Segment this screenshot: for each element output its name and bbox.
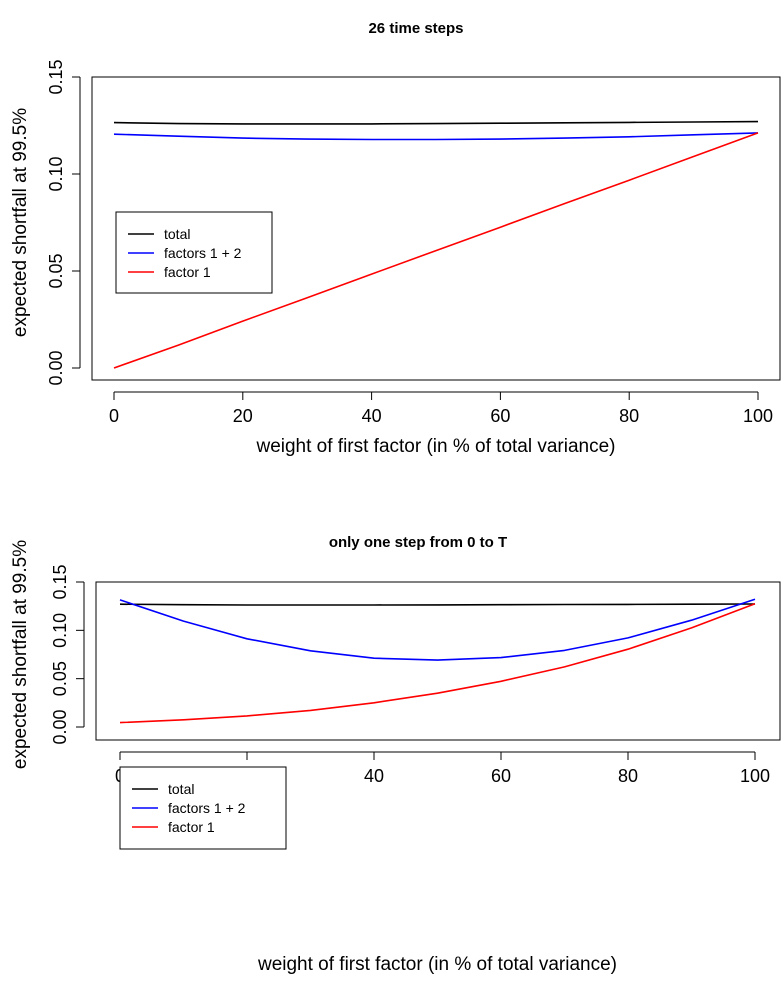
series-line-1 bbox=[119, 603, 756, 606]
series-line-2 bbox=[119, 598, 756, 661]
legend: total factors 1 + 2 factor 1 bbox=[115, 211, 273, 294]
x-tick-label: 100 bbox=[740, 766, 770, 786]
legend-label: factor 1 bbox=[168, 819, 215, 835]
x-axis-label: weight of first factor (in % of total va… bbox=[255, 436, 615, 457]
plot-frame bbox=[95, 581, 781, 741]
x-tick-label: 80 bbox=[618, 766, 638, 786]
x-tick-label: 60 bbox=[490, 406, 510, 426]
y-axis-label: expected shortfall at 99.5% bbox=[10, 540, 31, 769]
x-tick-label: 80 bbox=[619, 406, 639, 426]
y-tick-label: 0.10 bbox=[46, 156, 66, 191]
y-tick-label: 0.05 bbox=[46, 253, 66, 288]
plot-frame bbox=[91, 76, 781, 381]
chart-panel-1: 26 time steps 0 20 40 60 80 100 weight of first… bbox=[10, 20, 781, 457]
x-tick-label: 20 bbox=[233, 406, 253, 426]
series-line-2 bbox=[113, 132, 759, 141]
y-tick-label: 0.00 bbox=[46, 350, 66, 385]
y-tick-label: 0.15 bbox=[46, 59, 66, 94]
series-line-3 bbox=[113, 132, 759, 369]
legend-label: total bbox=[164, 226, 190, 242]
chart-title: only one step from 0 to T bbox=[329, 534, 507, 551]
legend: total factors 1 + 2 factor 1 bbox=[119, 766, 287, 850]
x-tick-label: 60 bbox=[491, 766, 511, 786]
y-tick-label: 0.00 bbox=[50, 709, 70, 744]
x-tick-label: 0 bbox=[109, 406, 119, 426]
legend-label: factor 1 bbox=[164, 264, 211, 280]
chart-title: 26 time steps bbox=[368, 20, 463, 37]
legend-label: factors 1 + 2 bbox=[164, 245, 242, 261]
x-tick-label: 40 bbox=[364, 766, 384, 786]
series-line-3 bbox=[119, 603, 756, 724]
legend-label: total bbox=[168, 781, 194, 797]
x-axis-label: weight of first factor (in % of total va… bbox=[257, 954, 617, 975]
x-tick-label: 100 bbox=[743, 406, 773, 426]
y-tick-label: 0.05 bbox=[50, 661, 70, 696]
chart-panel-2: only one step from 0 to T020406080100wei… bbox=[10, 534, 781, 975]
y-tick-label: 0.10 bbox=[50, 613, 70, 648]
y-tick-label: 0.15 bbox=[50, 564, 70, 599]
series-line-1 bbox=[113, 120, 759, 125]
legend-label: factors 1 + 2 bbox=[168, 800, 246, 816]
y-axis-label: expected shortfall at 99.5% bbox=[10, 108, 31, 337]
x-tick-label: 40 bbox=[362, 406, 382, 426]
